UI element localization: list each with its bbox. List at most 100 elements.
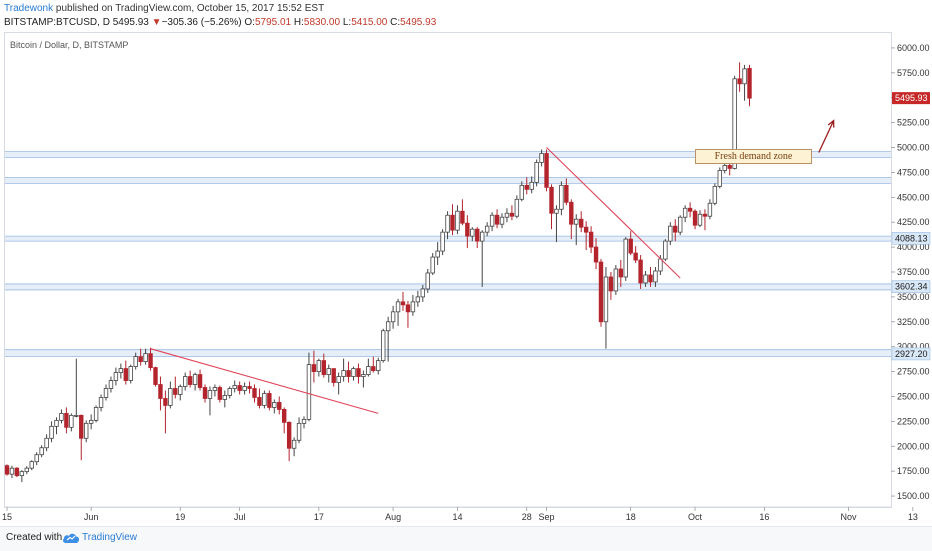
candle	[663, 239, 668, 262]
candle-body-up	[341, 370, 346, 377]
candle	[583, 221, 589, 251]
candle	[603, 267, 609, 349]
candle	[237, 381, 242, 395]
last-price-label: 5495.93	[895, 93, 928, 103]
candle	[252, 384, 257, 403]
created-with-text: Created with	[6, 532, 63, 543]
candle-body-down	[148, 353, 153, 368]
candle	[747, 64, 752, 107]
candle	[539, 149, 544, 167]
y-tick-label: 3750.00	[897, 267, 930, 277]
candle	[64, 407, 69, 434]
candle	[682, 205, 688, 223]
candle	[450, 204, 455, 236]
candle	[173, 376, 178, 399]
candle-body-up	[717, 170, 722, 187]
x-tick-label: 14	[452, 512, 462, 522]
y-tick-label: 2250.00	[897, 416, 930, 426]
candle	[653, 267, 658, 287]
candle-body-up	[539, 153, 544, 163]
candle-body-down	[579, 218, 584, 228]
candle-body-up	[242, 386, 247, 391]
tradingview-brand[interactable]: TradingView	[82, 532, 138, 543]
candle	[296, 417, 302, 444]
candle-body-down	[277, 402, 282, 410]
candle-body-up	[9, 467, 15, 475]
candle-body-up	[712, 185, 718, 204]
candle-body-up	[504, 212, 510, 218]
candle	[98, 394, 104, 412]
candle-body-up	[678, 216, 683, 233]
close-value: 5495.93	[400, 17, 437, 28]
candle-body-up	[262, 393, 267, 406]
candle-body-up	[133, 356, 138, 367]
candle	[484, 222, 490, 237]
candle	[84, 420, 89, 443]
candle-body-down	[450, 214, 455, 231]
candle-body-up	[39, 447, 44, 456]
candle	[148, 347, 153, 371]
candle-body-down	[267, 393, 272, 408]
candle-body-down	[509, 212, 515, 217]
candle	[504, 208, 510, 223]
candle	[742, 64, 747, 101]
candle-body-up	[59, 412, 64, 421]
candle	[366, 358, 371, 377]
y-tick-label: 2000.00	[897, 441, 930, 451]
candle-body-up	[430, 256, 435, 274]
candle-body-down	[311, 364, 317, 372]
candle	[460, 199, 465, 226]
arrow-head	[827, 119, 835, 128]
candle	[158, 376, 163, 411]
candle-body-up	[84, 422, 89, 439]
y-tick-label: 3500.00	[897, 292, 930, 302]
candle-body-down	[673, 225, 678, 233]
candle	[69, 413, 74, 432]
candle-body-up	[296, 422, 302, 441]
candle-body-up	[182, 376, 188, 387]
candle	[232, 380, 237, 393]
candle	[494, 209, 500, 229]
y-tick-label: 4500.00	[897, 192, 930, 202]
candle	[59, 409, 64, 424]
x-tick-label: Jul	[234, 512, 246, 522]
candle	[356, 363, 361, 384]
candle-body-up	[613, 268, 619, 292]
demand-zone-annotation: Fresh demand zone	[695, 149, 812, 164]
candle	[465, 215, 470, 249]
candle-body-up	[19, 471, 25, 477]
candle-body-down	[173, 388, 178, 395]
candle-body-up	[227, 388, 232, 396]
candle	[376, 357, 381, 375]
y-tick-label: 5000.00	[897, 143, 930, 153]
candle-body-up	[103, 388, 109, 398]
level-price-tag	[891, 347, 931, 361]
candle-body-up	[574, 218, 579, 225]
candle-body-up	[732, 78, 737, 169]
candle-body-up	[306, 364, 312, 420]
x-tick-label: Oct	[688, 512, 703, 522]
candle	[331, 368, 336, 387]
candle	[569, 199, 574, 240]
candle-body-up	[376, 360, 381, 371]
candle	[380, 328, 386, 363]
open-label: O:	[244, 17, 255, 28]
candle	[108, 376, 114, 393]
x-tick-label: 13	[908, 512, 918, 522]
close-label: C:	[390, 17, 401, 28]
candle	[178, 384, 183, 401]
candle	[519, 181, 524, 202]
open-value: 5795.01	[254, 17, 292, 28]
trendline	[150, 348, 379, 414]
author-link[interactable]: Tradewonk	[4, 3, 54, 14]
candle	[153, 366, 158, 387]
candle	[187, 370, 193, 388]
candle	[697, 210, 703, 228]
candle-body-down	[628, 238, 633, 254]
x-tick-label: 19	[175, 512, 185, 522]
candle-body-up	[108, 380, 114, 389]
candle	[247, 381, 252, 394]
candle-body-up	[49, 425, 54, 439]
y-tick-label: 3250.00	[897, 317, 930, 327]
